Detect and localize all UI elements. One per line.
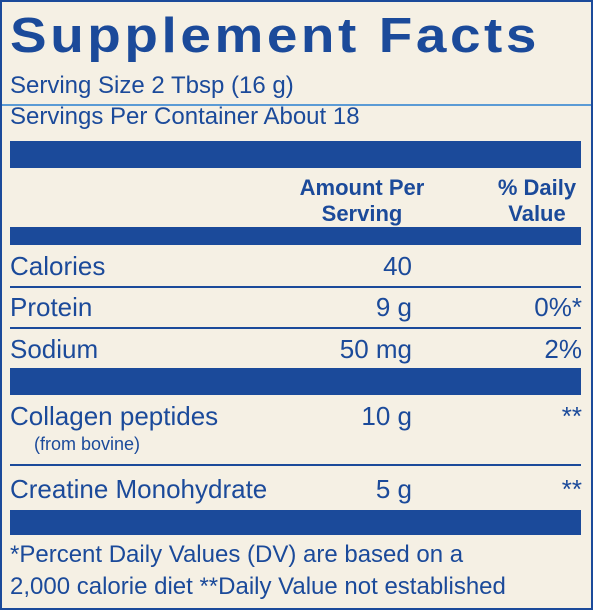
amount-header: Amount Per Serving xyxy=(299,175,425,226)
nutrient-name: Calories xyxy=(10,251,106,281)
nutrient-name: Collagen peptides xyxy=(10,401,219,431)
bar xyxy=(10,227,581,245)
serving-size: Serving Size 2 Tbsp (16 g) xyxy=(10,72,294,99)
daily-value: ** xyxy=(561,474,582,504)
amount: 40 xyxy=(383,251,412,281)
bar xyxy=(10,368,581,395)
rule xyxy=(10,286,581,288)
rule xyxy=(10,327,581,329)
amount: 5 g xyxy=(375,474,412,504)
daily-value: 2% xyxy=(544,334,582,364)
amount: 10 g xyxy=(361,401,412,431)
nutrient-name: Protein xyxy=(10,292,93,322)
title: Supplement Facts xyxy=(10,9,541,63)
nutrient-name: Creatine Monohydrate xyxy=(10,474,268,504)
dv-header: % Daily Value xyxy=(497,175,577,226)
amount: 50 mg xyxy=(339,334,412,364)
nutrient-note: (from bovine) xyxy=(34,434,141,454)
footnote: *Percent Daily Values (DV) are based on … xyxy=(10,541,464,568)
bar xyxy=(10,510,581,535)
servings-per-container: Servings Per Container About 18 xyxy=(10,103,360,130)
nutrient-name: Sodium xyxy=(10,334,99,364)
footnote: 2,000 calorie diet **Daily Value not est… xyxy=(10,573,506,600)
daily-value: ** xyxy=(561,401,582,431)
divider xyxy=(2,104,591,106)
amount: 9 g xyxy=(375,292,412,322)
daily-value: 0%* xyxy=(534,292,582,322)
rule xyxy=(10,464,581,466)
bar xyxy=(10,141,581,168)
